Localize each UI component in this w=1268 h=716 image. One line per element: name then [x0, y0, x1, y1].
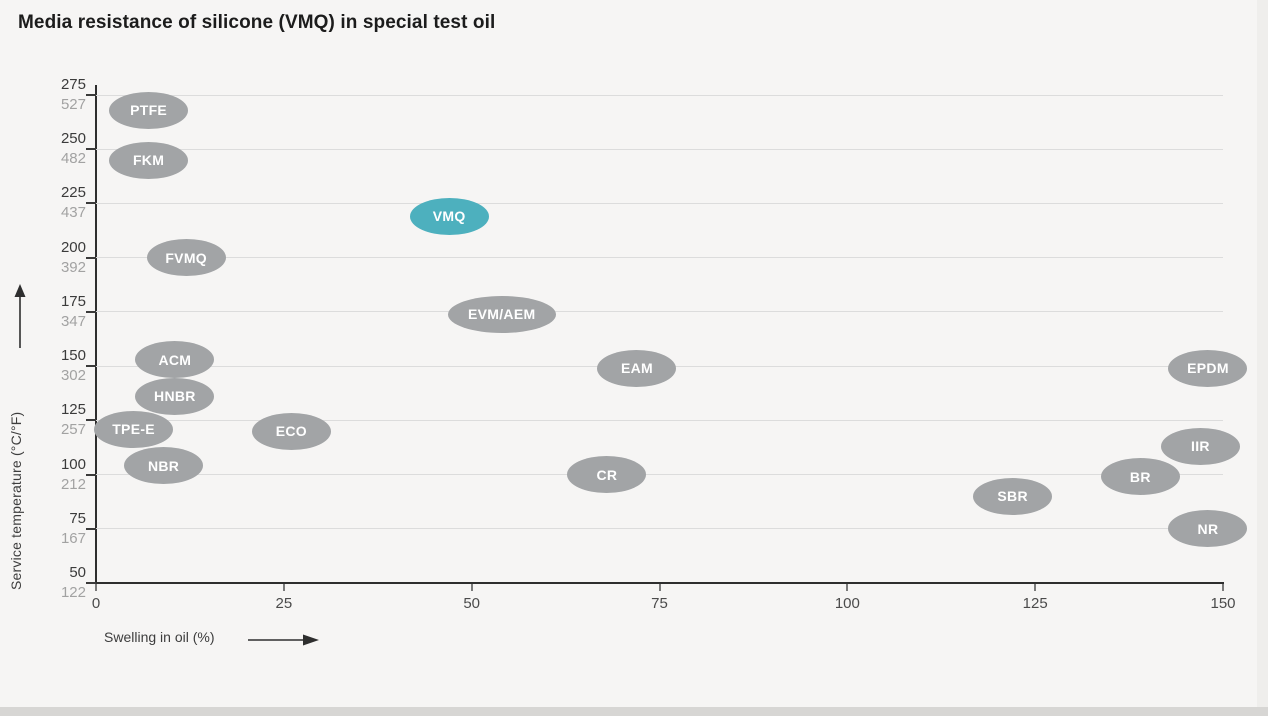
- bubble-label: BR: [1129, 468, 1151, 485]
- bubble-label: HNBR: [154, 388, 196, 405]
- y-tick-label-celsius: 200: [60, 238, 86, 256]
- bubble-label: SBR: [997, 488, 1028, 505]
- y-tick-label-celsius: 275: [60, 76, 86, 93]
- bubble-label: ECO: [275, 423, 307, 440]
- bubble: ECO: [251, 412, 331, 450]
- x-axis-tick: [95, 584, 97, 591]
- plot-area: 275 527 250 482 225 437 200 392 175 347 150 302 125 2…: [61, 76, 1248, 612]
- bubble-label: NBR: [147, 457, 180, 474]
- y-tick-label-celsius: 125: [60, 401, 86, 419]
- x-tick-label: 100: [834, 595, 860, 612]
- x-axis-arrow-icon: [248, 634, 319, 646]
- y-tick-label-celsius: 150: [60, 347, 86, 365]
- y-tick-label-celsius: 175: [60, 292, 86, 310]
- bubble: NBR: [124, 447, 204, 485]
- y-axis-label: Service temperature (°C/°F): [8, 411, 24, 590]
- chart-title: Media resistance of silicone (VMQ) in sp…: [18, 12, 496, 33]
- bubble: EVM/AEM: [447, 295, 556, 333]
- bottom-edge-strip: [0, 707, 1268, 716]
- bubble-label: TPE-E: [112, 421, 155, 437]
- gridline: [96, 419, 1223, 421]
- y-axis-arrow-icon: [14, 284, 26, 348]
- bubble: EAM: [597, 349, 677, 387]
- y-axis-tick: [86, 473, 96, 476]
- gridline: [96, 528, 1223, 530]
- x-tick-label: 50: [463, 595, 480, 612]
- x-axis-tick: [658, 584, 661, 591]
- x-axis-tick: [1222, 584, 1224, 591]
- y-axis-tick: [86, 419, 96, 422]
- bubble-label: EVM/AEM: [467, 306, 536, 323]
- x-axis-tick: [846, 584, 849, 591]
- y-tick-label-fahrenheit: 437: [60, 204, 86, 222]
- y-axis-tick: [86, 582, 96, 584]
- x-axis-tick: [282, 584, 285, 591]
- y-axis-tick: [86, 94, 96, 96]
- bubble-label: EPDM: [1187, 360, 1229, 377]
- x-tick-label: 75: [651, 595, 668, 612]
- y-tick-label-fahrenheit: 482: [60, 150, 86, 168]
- bubble-highlighted: VMQ: [409, 197, 489, 235]
- x-axis-tick: [1034, 584, 1037, 591]
- bubble-label: PTFE: [130, 102, 168, 119]
- gridline: [96, 311, 1223, 313]
- bubble: SBR: [973, 477, 1053, 515]
- gridline: [96, 257, 1223, 259]
- y-tick-label-celsius: 50: [69, 564, 86, 581]
- bubble: PTFE: [109, 91, 189, 129]
- bubble-label: FVMQ: [165, 249, 207, 266]
- y-axis-tick: [86, 202, 96, 205]
- y-tick-label-fahrenheit: 527: [60, 96, 86, 113]
- gridline: [96, 148, 1223, 150]
- y-tick-label-celsius: 250: [60, 130, 86, 148]
- bubble: HNBR: [135, 377, 215, 415]
- y-tick-label-celsius: 100: [60, 455, 86, 473]
- bubble: BR: [1100, 458, 1180, 496]
- x-tick-label: 25: [275, 595, 293, 612]
- bubble-label: CR: [596, 466, 618, 483]
- bubble: EPDM: [1168, 349, 1248, 387]
- bubble-label: FKM: [132, 152, 165, 169]
- bubble-label: ACM: [158, 351, 192, 368]
- y-axis-tick: [86, 148, 96, 151]
- y-tick-label-fahrenheit: 257: [60, 421, 86, 439]
- y-axis-tick: [86, 365, 96, 368]
- bubble: FKM: [109, 141, 189, 179]
- bubble-label: EAM: [620, 360, 653, 377]
- bubble: NR: [1168, 510, 1248, 548]
- gridline: [96, 202, 1223, 204]
- x-axis-tick: [470, 584, 473, 591]
- y-axis-tick: [86, 310, 96, 313]
- y-axis-tick: [86, 527, 96, 530]
- y-axis-line: [95, 85, 97, 590]
- bubble-label: VMQ: [432, 208, 466, 225]
- right-edge-strip: [1257, 0, 1268, 716]
- bubble-label: NR: [1197, 520, 1219, 537]
- y-tick-label-fahrenheit: 347: [60, 312, 86, 330]
- bubble: CR: [567, 456, 647, 494]
- bubble: FVMQ: [146, 239, 226, 277]
- y-tick-label-fahrenheit: 212: [60, 475, 86, 493]
- bubble: TPE-E: [94, 410, 174, 448]
- gridline: [96, 474, 1223, 476]
- y-tick-label-fahrenheit: 302: [60, 367, 86, 385]
- y-tick-label-celsius: 225: [60, 184, 86, 202]
- gridline: [96, 94, 1223, 96]
- bubble: IIR: [1160, 427, 1240, 465]
- y-tick-label-celsius: 75: [69, 509, 86, 527]
- x-tick-label: 150: [1210, 595, 1236, 612]
- x-axis-line: [96, 582, 1224, 584]
- x-tick-label: 125: [1022, 595, 1048, 612]
- y-axis-tick: [86, 256, 96, 259]
- bubble: ACM: [135, 341, 215, 379]
- y-tick-label-fahrenheit: 167: [60, 529, 86, 547]
- y-tick-label-fahrenheit: 392: [60, 258, 86, 276]
- x-tick-label: 0: [91, 595, 101, 612]
- y-tick-label-fahrenheit: 122: [60, 584, 86, 601]
- bubble-label: IIR: [1191, 438, 1210, 455]
- x-axis-label: Swelling in oil (%): [104, 629, 215, 645]
